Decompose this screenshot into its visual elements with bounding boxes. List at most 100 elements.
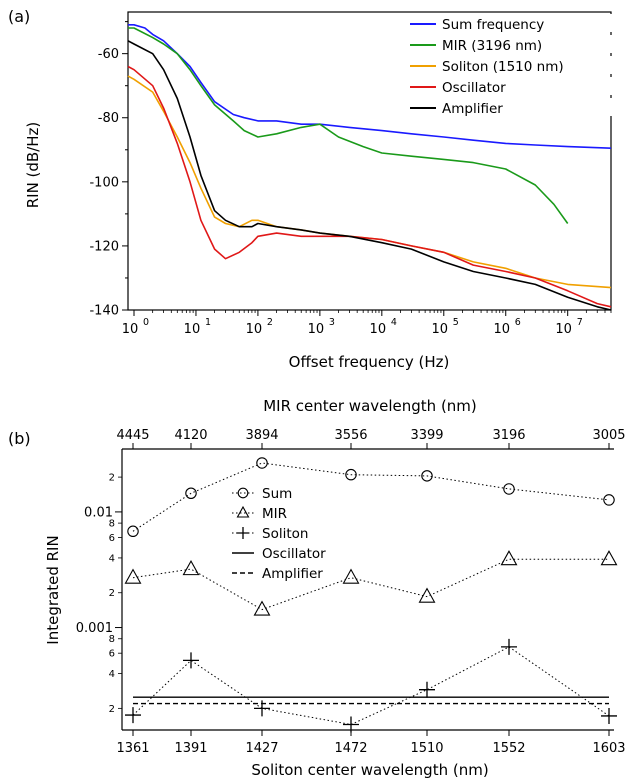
panel-a-legend: Sum frequency MIR (3196 nm) Soliton (1510 … bbox=[404, 14, 630, 117]
panel-a-y-tick-label: -60 bbox=[98, 47, 119, 62]
panel-a-x-tick-label: 10 bbox=[308, 322, 325, 337]
panel-b-top-tick-label: 3556 bbox=[334, 428, 367, 443]
panel-b-top-tick-label: 4120 bbox=[174, 428, 207, 443]
panel-b-bottom-tick-label: 1510 bbox=[410, 741, 443, 756]
panel-b-y-axis-label: Integrated RIN bbox=[44, 535, 62, 644]
panel-b-series-1-point bbox=[500, 550, 518, 566]
panel-b-series bbox=[124, 457, 618, 733]
panel-b-series-line-2 bbox=[132, 646, 610, 726]
panel-a-x-tick-exponent: 0 bbox=[143, 317, 149, 328]
panel-b-series-1-point bbox=[124, 568, 142, 584]
panel-a-legend-label: Amplifier bbox=[442, 101, 503, 117]
panel-b-series-line-1 bbox=[132, 558, 609, 611]
panel-b-series-0-point bbox=[345, 468, 357, 481]
panel-b-label: (b) bbox=[8, 429, 31, 448]
panel-a-series-line-2 bbox=[127, 75, 612, 289]
panel-a-series-lines bbox=[127, 23, 612, 311]
panel-b-y-minor-label: 2 bbox=[109, 588, 115, 599]
panel-a-x-tick-exponent: 4 bbox=[391, 317, 397, 328]
panel-a-y-ticks: -140 -120 -100 -80 -60 bbox=[89, 21, 128, 319]
panel-b-series-2-point bbox=[125, 707, 141, 724]
panel-b-series-2-point bbox=[183, 652, 199, 669]
panel-b-bottom-tick-label: 1361 bbox=[116, 741, 149, 756]
panel-b-x-ticks: 1361 4445 1391 4120 1427 3894 1472 3556 1510 3399… bbox=[116, 428, 625, 756]
panel-a-x-tick-exponent: 3 bbox=[329, 317, 335, 328]
panel-a-series-line-1 bbox=[128, 27, 569, 224]
panel-b-y-tick-label: 0.001 bbox=[76, 621, 113, 636]
panel-b-x-axis-label: Soliton center wavelength (nm) bbox=[251, 761, 488, 779]
panel-b-top-tick-label: 4445 bbox=[116, 428, 149, 443]
panel-a-y-tick-label: -80 bbox=[98, 111, 119, 126]
panel-b-y-minor-label: 6 bbox=[109, 649, 115, 660]
panel-b-bottom-tick-label: 1603 bbox=[592, 741, 625, 756]
panel-b-series-2-point bbox=[419, 681, 435, 698]
panel-b-series-1-point bbox=[342, 568, 360, 584]
panel-b-top-tick-label: 3894 bbox=[245, 428, 278, 443]
panel-a-y-tick-label: -140 bbox=[89, 304, 119, 319]
panel-b-legend-label: Amplifier bbox=[262, 566, 323, 582]
panel-b-series-1-point bbox=[182, 559, 200, 576]
panel-b-bottom-tick-label: 1472 bbox=[334, 741, 367, 756]
panel-a-x-tick-exponent: 5 bbox=[453, 317, 459, 328]
panel-a-x-ticks: 10 0 10 1 10 2 10 3 10 4 10 5 10 6 10 7 bbox=[122, 310, 612, 337]
panel-b-series-0-point bbox=[256, 457, 268, 469]
panel-a-series-line-0 bbox=[128, 23, 612, 149]
panel-a-x-tick-label: 10 bbox=[184, 322, 201, 337]
panel-a-x-tick-label: 10 bbox=[122, 322, 139, 337]
panel-a-x-tick-exponent: 1 bbox=[205, 317, 211, 328]
panel-a-legend-label: Sum frequency bbox=[442, 17, 544, 33]
panel-b-legend-label: Soliton bbox=[262, 526, 308, 542]
panel-a-x-tick-exponent: 7 bbox=[577, 317, 583, 328]
panel-a-plot-frame bbox=[127, 11, 612, 311]
panel-b-y-minor-label: 8 bbox=[109, 634, 115, 645]
panel-b-legend: Sum MIR Soliton Oscillator Amplifier bbox=[232, 486, 326, 582]
panel-b-legend-marker bbox=[237, 527, 249, 539]
panel-b-series-0-point bbox=[127, 525, 139, 538]
panel-b-y-minor-label: 6 bbox=[109, 533, 115, 544]
panel-b-integrated-rin: (b) MIR center wavelength (nm) 0.001 0.01… bbox=[8, 397, 626, 779]
panel-b-series-0-point bbox=[421, 470, 433, 482]
panel-a-x-tick-exponent: 2 bbox=[267, 317, 273, 328]
panel-b-series-2-point bbox=[601, 707, 617, 724]
panel-b-series-1-point bbox=[253, 600, 271, 616]
panel-a-legend-label: Oscillator bbox=[442, 80, 506, 96]
panel-b-series-2-point bbox=[254, 700, 270, 717]
panel-a-legend-bg bbox=[404, 77, 630, 95]
panel-a-y-tick-label: -100 bbox=[89, 175, 119, 190]
panel-b-top-axis-label: MIR center wavelength (nm) bbox=[263, 397, 477, 415]
panel-b-y-minor-label: 4 bbox=[109, 553, 115, 564]
panel-b-y-tick-label: 0.01 bbox=[84, 505, 113, 520]
panel-b-series-1-point bbox=[600, 550, 618, 566]
panel-b-legend-label: Sum bbox=[262, 486, 292, 502]
panel-b-legend-label: Oscillator bbox=[262, 546, 326, 562]
panel-a-legend-bg bbox=[404, 14, 630, 32]
panel-b-bottom-tick-label: 1552 bbox=[492, 741, 525, 756]
panel-a-x-tick-label: 10 bbox=[555, 322, 572, 337]
panel-a-series-line-3 bbox=[127, 65, 612, 308]
panel-b-series-1-point bbox=[418, 587, 436, 603]
panel-a-legend-bg bbox=[404, 56, 630, 74]
panel-b-y-ticks: 0.001 0.01 2 4 6 8 2 4 6 8 2 bbox=[76, 473, 122, 715]
panel-a-label: (a) bbox=[8, 7, 30, 26]
panel-a-x-tick-label: 10 bbox=[493, 322, 510, 337]
panel-a-legend-bg bbox=[404, 98, 630, 116]
panel-a-x-tick-label: 10 bbox=[246, 322, 263, 337]
panel-a-x-axis-label: Offset frequency (Hz) bbox=[289, 353, 450, 371]
panel-a-rin-spectrum: (a) -140-120-100-80-60 10 0 10 1 10 2 10 3 10 4 10… bbox=[8, 7, 630, 371]
panel-b-top-tick-label: 3196 bbox=[492, 428, 525, 443]
panel-b-series-0-point bbox=[185, 487, 197, 500]
panel-a-x-tick-exponent: 6 bbox=[515, 317, 521, 328]
panel-b-series-line-0 bbox=[132, 462, 610, 532]
panel-b-top-tick-label: 3399 bbox=[410, 428, 443, 443]
panel-b-bottom-tick-label: 1427 bbox=[245, 741, 278, 756]
panel-b-legend-marker bbox=[236, 505, 250, 518]
panel-a-legend-bg bbox=[404, 35, 630, 53]
panel-b-y-minor-label: 8 bbox=[109, 519, 115, 530]
panel-b-series-2-point bbox=[343, 716, 359, 733]
panel-b-top-tick-label: 3005 bbox=[592, 428, 625, 443]
panel-b-y-minor-label: 2 bbox=[109, 704, 115, 715]
panel-b-series-0-point bbox=[503, 483, 515, 495]
panel-a-y-axis-label: RIN (dB/Hz) bbox=[24, 122, 42, 209]
panel-a-series-line-4 bbox=[127, 40, 612, 311]
